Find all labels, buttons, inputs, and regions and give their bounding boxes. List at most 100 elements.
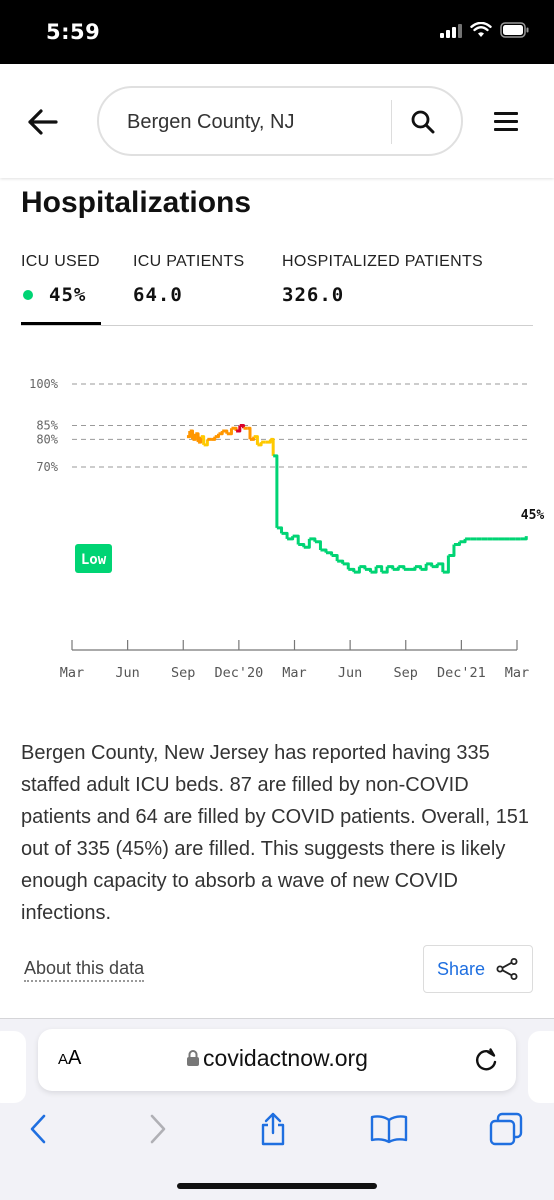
- series-line-segment: [265, 439, 272, 444]
- series-line-segment: [226, 428, 233, 436]
- previous-tab-peek[interactable]: [0, 1031, 26, 1103]
- share-label: Share: [436, 958, 486, 979]
- series-line-segment: [192, 433, 197, 441]
- x-tick-label: Dec'21: [437, 665, 486, 681]
- bookmarks-button[interactable]: [367, 1107, 411, 1151]
- x-tick-label: Dec'20: [214, 665, 263, 681]
- share-sheet-icon: [261, 1112, 285, 1146]
- series-line-segment: [348, 567, 356, 573]
- share-button[interactable]: Share: [423, 945, 533, 993]
- risk-level-badge: [75, 544, 112, 573]
- metric-value: 64.0: [133, 284, 183, 306]
- metric-value-text: 45%: [49, 284, 87, 306]
- about-data-link[interactable]: About this data: [24, 958, 145, 982]
- series-line-segment: [448, 544, 456, 558]
- tabs-button[interactable]: [484, 1107, 528, 1151]
- series-line-segment: [298, 542, 306, 548]
- x-tick-label: Sep: [171, 665, 195, 681]
- series-line-segment: [203, 439, 209, 447]
- chevron-right-icon: [150, 1114, 166, 1144]
- reload-icon[interactable]: [472, 1046, 500, 1074]
- x-tick-label: Sep: [394, 665, 418, 681]
- search-icon: [411, 110, 435, 134]
- address-bar[interactable]: AA covidactnow.org: [38, 1029, 516, 1091]
- series-line-segment: [420, 563, 428, 571]
- url-display[interactable]: covidactnow.org: [38, 1045, 516, 1072]
- series-line-segment: [198, 436, 203, 444]
- search-divider: [391, 100, 392, 144]
- share-page-button[interactable]: [251, 1107, 295, 1151]
- x-tick-label: Mar: [282, 665, 306, 681]
- series-line-segment: [189, 429, 195, 440]
- site-header: Bergen County, NJ: [0, 64, 554, 178]
- section-title: Hospitalizations: [21, 186, 252, 219]
- series-line-segment: [359, 565, 367, 570]
- series-line-segment: [253, 435, 259, 445]
- series-line-segment: [437, 562, 445, 573]
- share-icon: [496, 958, 518, 980]
- tabs-icon: [489, 1112, 523, 1146]
- url-text: covidactnow.org: [203, 1045, 368, 1071]
- back-nav-button[interactable]: [16, 1107, 60, 1151]
- series-line-segment: [195, 432, 200, 443]
- series-line-segment: [250, 436, 256, 441]
- series-line-segment: [364, 567, 373, 573]
- tab-icu-patients[interactable]: ICU PATIENTS 64.0: [133, 253, 244, 306]
- status-icons: [440, 22, 530, 38]
- series-line-segment: [409, 566, 417, 571]
- threshold-label: 100%: [29, 377, 59, 391]
- search-input-value[interactable]: Bergen County, NJ: [127, 111, 295, 133]
- wifi-icon: [470, 22, 492, 37]
- series-line-segment: [276, 526, 284, 534]
- hamburger-menu-button[interactable]: [494, 104, 528, 138]
- next-tab-peek[interactable]: [528, 1031, 554, 1103]
- series-line-segment: [303, 538, 311, 549]
- data-description: Bergen County, New Jersey has reported h…: [21, 742, 530, 924]
- metric-value: 326.0: [282, 284, 345, 306]
- search-button[interactable]: [401, 102, 445, 142]
- series-line-segment: [376, 565, 384, 573]
- threshold-label: 80%: [36, 432, 58, 446]
- reader-view-button[interactable]: AA: [58, 1047, 82, 1069]
- lock-icon: [187, 1050, 200, 1066]
- series-line-segment: [214, 433, 220, 439]
- risk-level-badge-label: Low: [81, 552, 107, 568]
- end-value-label: 45%: [521, 508, 545, 523]
- tab-icu-used[interactable]: ICU USED 45%: [21, 253, 100, 306]
- threshold-label: 85%: [36, 419, 58, 433]
- series-line-segment: [270, 437, 275, 456]
- series-line-segment: [370, 566, 378, 574]
- x-tick-label: Jun: [338, 665, 362, 681]
- tab-divider: [21, 325, 533, 326]
- cellular-signal-icon: [440, 22, 462, 38]
- book-icon: [370, 1115, 408, 1144]
- series-line-segment: [292, 534, 300, 545]
- chevron-left-icon: [30, 1114, 46, 1144]
- location-search-field[interactable]: Bergen County, NJ: [97, 86, 463, 156]
- forward-nav-button[interactable]: [136, 1107, 180, 1151]
- battery-icon: [500, 22, 529, 38]
- threshold-label: 70%: [36, 460, 58, 474]
- series-line-segment: [520, 536, 528, 541]
- x-tick-label: Mar: [505, 665, 529, 681]
- series-line-segment: [281, 531, 289, 539]
- series-line-segment: [459, 538, 467, 544]
- series-line-segment: [381, 566, 389, 574]
- series-line-segment: [326, 551, 334, 556]
- status-bar: 5:59: [0, 0, 554, 64]
- metric-value: 45%: [21, 284, 100, 306]
- series-line-segment: [337, 559, 345, 564]
- active-tab-indicator: [21, 322, 101, 325]
- back-button[interactable]: [22, 102, 62, 142]
- series-line-segment: [453, 541, 462, 546]
- home-indicator: [177, 1183, 377, 1189]
- series-line-segment: [218, 431, 224, 436]
- series-line-segment: [273, 454, 279, 528]
- x-tick-label: Mar: [60, 665, 84, 681]
- metric-label: ICU PATIENTS: [133, 253, 245, 270]
- browser-toolbar: [0, 1107, 554, 1157]
- series-line-segment: [415, 565, 423, 570]
- series-line-segment: [239, 424, 246, 429]
- tab-hospitalized-patients[interactable]: HOSPITALIZED PATIENTS 326.0: [282, 253, 483, 306]
- metric-label: HOSPITALIZED PATIENTS: [282, 253, 483, 270]
